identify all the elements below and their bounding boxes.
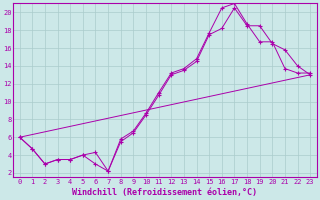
X-axis label: Windchill (Refroidissement éolien,°C): Windchill (Refroidissement éolien,°C) bbox=[72, 188, 258, 197]
